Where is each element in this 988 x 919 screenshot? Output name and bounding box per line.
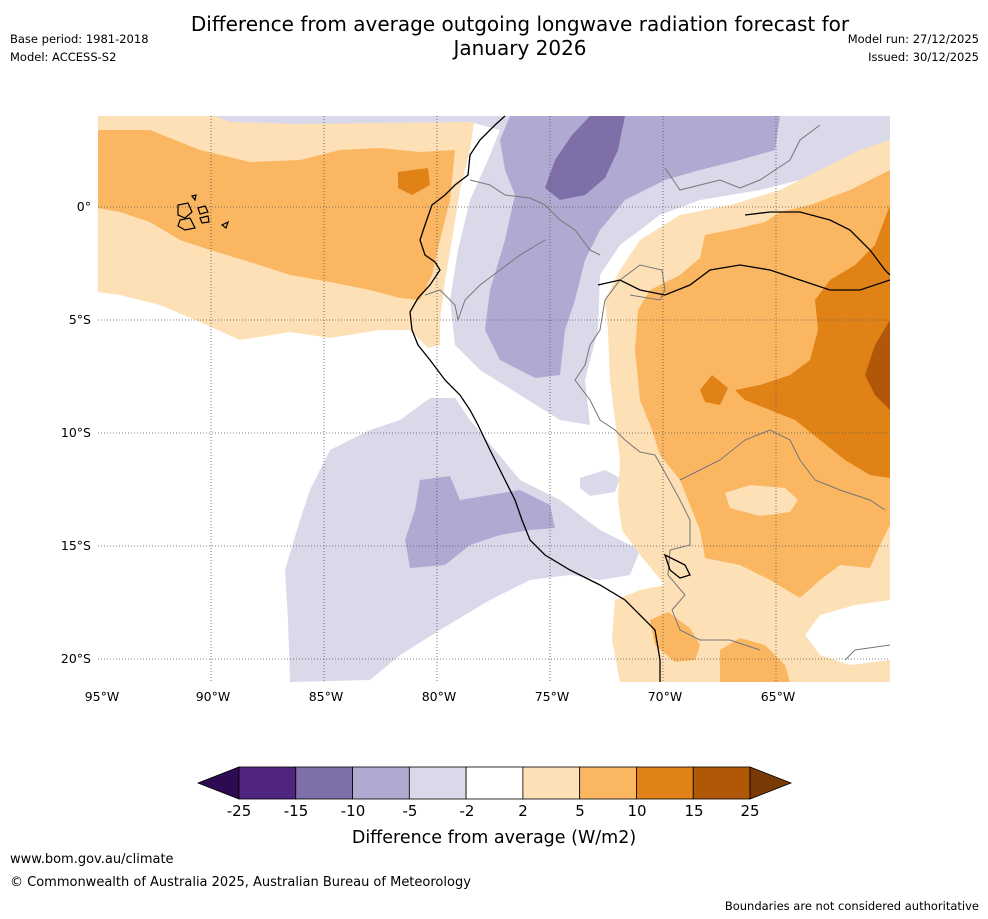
country-boundaries: [424, 124, 890, 661]
colorbar-box: [295, 766, 353, 800]
boundary-colombia-ecuador: [469, 179, 601, 256]
boundary-brazil-bolivia: [679, 429, 886, 511]
island: [190, 194, 197, 202]
colorbar-tick-label: 2: [518, 802, 528, 820]
galapagos-islands: [177, 194, 230, 231]
lat-tick-label: 0°: [77, 199, 91, 214]
anomaly-region-10-15-west: [398, 168, 430, 195]
anomaly-region-minus15-minus10-north: [545, 116, 625, 200]
colorbar: -25 -15 -10 -5 -2 2 5 10 15 25 Differenc…: [196, 766, 793, 848]
colorbar-box: [579, 766, 637, 800]
anomaly-region-2-5-inner: [725, 485, 798, 516]
boundary-bolivia-paraguay: [671, 609, 761, 651]
boundary-peru-bolivia: [654, 454, 691, 611]
boundary-peru-brazil: [574, 264, 666, 456]
colorbar-tick-label: 25: [740, 802, 759, 820]
boundary-colombia-venezuela: [664, 124, 821, 191]
island: [197, 205, 209, 215]
model-run: Model run: 27/12/2025: [847, 32, 979, 46]
colorbar-box: [408, 766, 467, 800]
base-period: Base period: 1981-2018: [10, 32, 149, 46]
lat-tick-label: 5°S: [69, 312, 91, 327]
anomaly-region-10-15-east: [735, 205, 890, 478]
colorbar-box: [352, 766, 410, 800]
model-name: Model: ACCESS-S2: [10, 50, 117, 64]
coastline-caribbean: [744, 211, 891, 276]
anomaly-region-minus5-minus2-small: [580, 470, 620, 496]
lat-tick-label: 10°S: [61, 425, 91, 440]
island: [220, 220, 230, 229]
anomaly-region-5-10-southeast: [720, 638, 790, 682]
lon-tick-label: 75°W: [535, 689, 570, 704]
colorbar-tick-label: -10: [341, 802, 366, 820]
colorbar-box: [522, 766, 581, 800]
colorbar-tick-label: 15: [684, 802, 703, 820]
colorbar-boxes: [238, 766, 751, 800]
coastline-amazon-mouth: [597, 264, 891, 296]
website-link[interactable]: www.bom.gov.au/climate: [10, 852, 174, 867]
copyright-text: © Commonwealth of Australia 2025, Austra…: [10, 875, 471, 890]
contour-layer: [98, 116, 890, 682]
meta-left: Base period: 1981-2018 Model: ACCESS-S2: [10, 30, 149, 66]
title-line-1: Difference from average outgoing longwav…: [190, 12, 850, 36]
boundary-ecuador-peru: [424, 239, 546, 322]
lake-titicaca: [663, 553, 691, 579]
lon-tick-label: 65°W: [761, 689, 796, 704]
coastline-pacific: [409, 115, 661, 682]
lat-tick-label: 15°S: [61, 538, 91, 553]
lon-tick-label: 85°W: [309, 689, 344, 704]
colorbar-title: Difference from average (W/m2): [352, 828, 636, 848]
colorbar-extend-low: [196, 766, 240, 800]
anomaly-region-5-10-west: [98, 130, 455, 300]
island: [177, 217, 196, 231]
colorbar-tick-label: -15: [284, 802, 309, 820]
island: [177, 202, 193, 219]
lon-tick-label: 95°W: [85, 689, 120, 704]
coastline: [409, 115, 891, 682]
lon-tick-label: 70°W: [648, 689, 683, 704]
island: [199, 215, 210, 224]
lon-tick-label: 90°W: [196, 689, 231, 704]
colorbar-labels: -25 -15 -10 -5 -2 2 5 10 15 25: [227, 802, 760, 820]
colorbar-tick-label: 10: [627, 802, 646, 820]
colorbar-box: [692, 766, 751, 800]
anomaly-region-minus10-minus5-south: [405, 476, 555, 568]
boundary-brazil-east: [844, 644, 890, 661]
colorbar-extend-high: [749, 766, 793, 800]
gridlines: [98, 116, 890, 682]
meta-right: Model run: 27/12/2025 Issued: 30/12/2025: [848, 30, 979, 66]
longitude-ticks: 95°W 90°W 85°W 80°W 75°W 70°W 65°W: [85, 689, 796, 704]
issued-date: Issued: 30/12/2025: [868, 50, 979, 64]
colorbar-box: [636, 766, 694, 800]
anomaly-region-5-10-south: [650, 612, 700, 662]
anomaly-region-5-10-east: [635, 170, 890, 598]
anomaly-region-10-15-small: [700, 375, 728, 405]
lat-tick-label: 20°S: [61, 651, 91, 666]
colorbar-tick-label: -2: [460, 802, 475, 820]
colorbar-tick-label: 5: [575, 802, 585, 820]
latitude-ticks: 0° 5°S 10°S 15°S 20°S: [61, 199, 91, 666]
title-line-2: January 2026: [453, 36, 587, 60]
boundaries-note: Boundaries are not considered authoritat…: [724, 899, 979, 913]
lon-tick-label: 80°W: [422, 689, 457, 704]
colorbar-box: [238, 766, 297, 800]
anomaly-region-15-25-east: [865, 320, 890, 410]
colorbar-tick-label: -5: [403, 802, 418, 820]
chart-title: Difference from average outgoing longwav…: [150, 12, 890, 60]
colorbar-box: [465, 766, 524, 800]
anomaly-region-neutral-southeast: [805, 600, 890, 665]
colorbar-tick-label: -25: [227, 802, 252, 820]
